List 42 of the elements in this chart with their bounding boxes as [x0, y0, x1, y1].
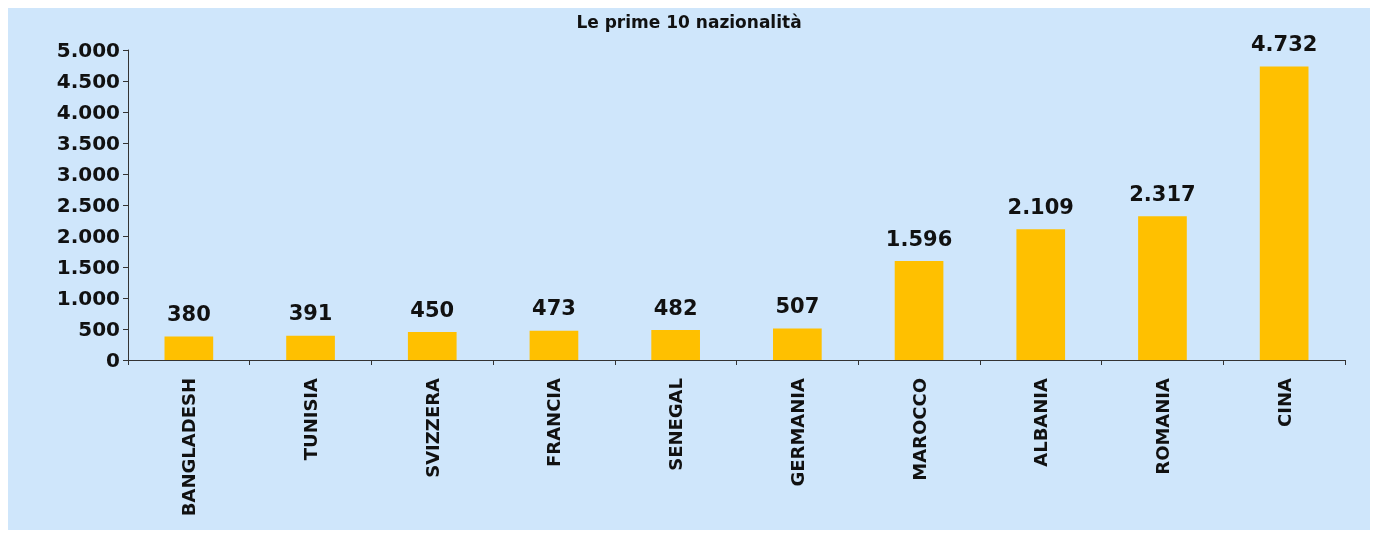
- y-tick-label: 4.000: [56, 100, 120, 124]
- bar: [529, 330, 579, 360]
- y-tick-label: 1.500: [56, 255, 120, 279]
- x-tick-label: TUNISIA: [300, 377, 322, 461]
- y-tick-label: 0: [106, 348, 120, 372]
- x-tick-label: ROMANIA: [1151, 377, 1173, 475]
- y-tick-label: 5.000: [56, 38, 120, 62]
- bar: [1016, 229, 1066, 360]
- x-tick-label: CINA: [1273, 377, 1295, 427]
- y-tick-label: 4.500: [56, 69, 120, 93]
- x-tick-label: SVIZZERA: [421, 377, 443, 478]
- x-tick-label: SENEGAL: [665, 378, 687, 471]
- y-tick-label: 2.000: [56, 224, 120, 248]
- data-label: 391: [288, 301, 333, 326]
- data-label: 450: [410, 297, 455, 322]
- y-tick-label: 500: [78, 317, 120, 341]
- y-tick-label: 3.000: [56, 162, 120, 186]
- bar: [164, 336, 214, 360]
- x-tick-label: MAROCCO: [908, 378, 930, 481]
- y-tick-label: 3.500: [56, 131, 120, 155]
- bar: [651, 330, 700, 360]
- data-label: 1.596: [885, 226, 953, 251]
- bar: [1138, 216, 1187, 360]
- data-label: 4.732: [1250, 32, 1318, 57]
- x-tick-label: BANGLADESH: [178, 378, 200, 517]
- data-label: 482: [653, 295, 698, 320]
- data-label: 507: [775, 294, 820, 319]
- x-tick-label: ALBANIA: [1030, 377, 1052, 467]
- data-label: 473: [532, 296, 576, 321]
- x-tick-label: FRANCIA: [543, 377, 565, 467]
- bar: [894, 261, 944, 360]
- bar: [1259, 66, 1309, 360]
- chart-title: Le prime 10 nazionalità: [576, 11, 802, 32]
- bar: [286, 335, 335, 360]
- bar: [407, 332, 457, 360]
- y-tick-label: 2.500: [56, 193, 120, 217]
- bar: [773, 328, 822, 360]
- y-tick-label: 1.000: [56, 286, 120, 310]
- data-label: 2.317: [1129, 181, 1196, 206]
- x-tick-label: GERMANIA: [786, 377, 808, 487]
- data-label: 380: [166, 301, 211, 326]
- data-label: 2.109: [1007, 194, 1074, 219]
